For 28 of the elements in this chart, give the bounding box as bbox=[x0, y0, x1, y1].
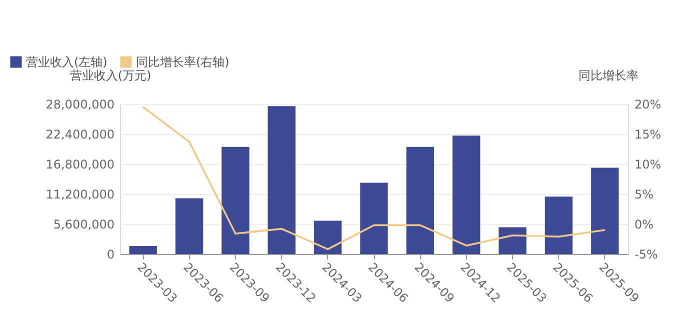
y2-axis-title: 同比增长率 bbox=[578, 68, 638, 82]
legend-label: 同比增长率(右轴) bbox=[136, 55, 230, 69]
y-tick-label: 0 bbox=[106, 248, 114, 262]
y-tick-label: 16,800,000 bbox=[46, 158, 114, 172]
y2-tick-label: 5% bbox=[634, 188, 654, 202]
bar bbox=[498, 227, 526, 254]
y2-tick-label: 15% bbox=[634, 128, 662, 142]
bar bbox=[314, 220, 342, 254]
bar bbox=[129, 246, 157, 254]
y-tick-label: 22,400,000 bbox=[46, 128, 114, 142]
bar bbox=[591, 168, 619, 254]
y-tick-label: 11,200,000 bbox=[46, 188, 114, 202]
bar bbox=[452, 136, 480, 254]
bar bbox=[268, 106, 296, 254]
y2-tick-label: -5% bbox=[634, 248, 658, 262]
y2-tick-label: 0% bbox=[634, 218, 654, 232]
y2-tick-label: 10% bbox=[634, 158, 662, 172]
line-series bbox=[142, 106, 606, 250]
bar bbox=[544, 196, 573, 254]
y-axis-title: 营业收入(万元) bbox=[70, 68, 152, 82]
bar bbox=[222, 146, 250, 254]
y-tick-label: 28,000,000 bbox=[46, 98, 114, 112]
y2-tick-label: 20% bbox=[634, 98, 662, 112]
bar bbox=[360, 182, 388, 254]
y-tick-label: 5,600,000 bbox=[53, 218, 114, 232]
bar bbox=[175, 198, 204, 254]
bar bbox=[406, 146, 434, 254]
legend-label: 营业收入(左轴) bbox=[26, 55, 108, 69]
